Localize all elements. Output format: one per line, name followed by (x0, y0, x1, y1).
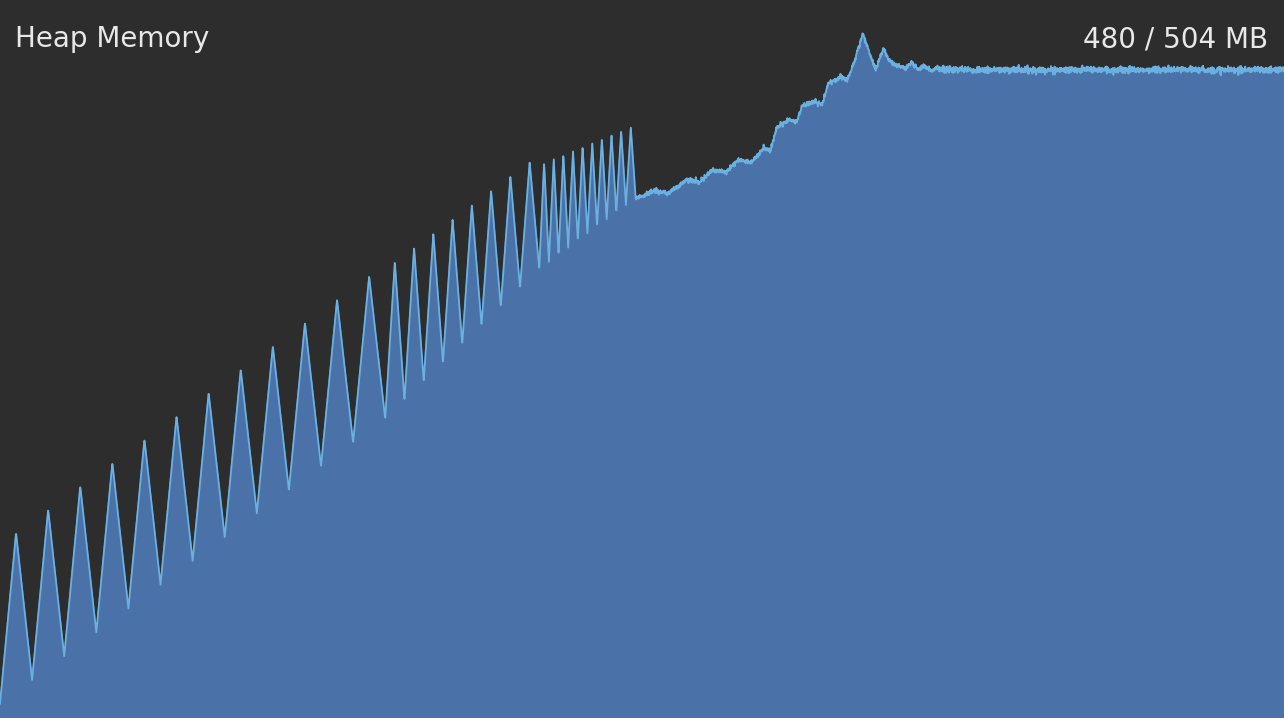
Text: 480 / 504 MB: 480 / 504 MB (1084, 25, 1269, 53)
Text: Heap Memory: Heap Memory (15, 25, 209, 53)
